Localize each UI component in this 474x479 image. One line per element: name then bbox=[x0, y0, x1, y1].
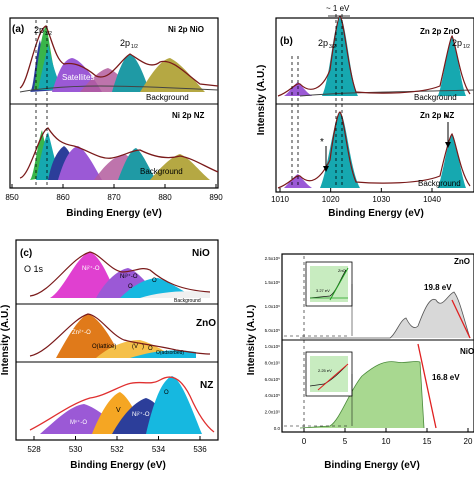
panel-b-x-tick-label: 1040 bbox=[423, 195, 441, 204]
panel-a-x-tick-label: 870 bbox=[107, 193, 121, 202]
panel-b-star-right: * bbox=[444, 113, 448, 124]
panel-b-shift-label: ~ 1 eV bbox=[326, 4, 350, 13]
panel-c-zno-peak-2: O(lattice) bbox=[92, 344, 116, 350]
panel-c-nio-peak-2: Ni³⁺-O bbox=[120, 273, 138, 280]
panel-a-bottom-title: Ni 2p NZ bbox=[172, 111, 205, 120]
panel-c-label: (c) bbox=[20, 248, 32, 259]
panel-c-o1s: O 1s bbox=[24, 264, 44, 274]
panel-a-peak-32: 2p bbox=[34, 25, 44, 35]
panel-a-peak-12-sub: 1/2 bbox=[131, 44, 138, 50]
panel-c-zno-peak-6: O(adsorbed) bbox=[156, 350, 184, 356]
panel-c-x-tick-label: 534 bbox=[152, 445, 166, 454]
panel-c-nz-peak-3: Ni²⁺-O bbox=[132, 411, 150, 418]
panel-d-x-tick-label: 20 bbox=[464, 437, 473, 446]
panel-a-background-top: Background bbox=[146, 93, 189, 102]
panel-b-x-tick-label: 1020 bbox=[322, 195, 340, 204]
panel-c-mid-title: ZnO bbox=[196, 318, 216, 329]
panel-d: 3.27 eV ZnO 2.25 eV ZnO 19.8 eV NiO 16.8… bbox=[246, 253, 474, 471]
panel-a-x-tick-label: 890 bbox=[209, 193, 223, 202]
panel-d-y-tick-label: 2.0x10⁵ bbox=[265, 410, 281, 415]
panel-d-nio-label: NiO bbox=[460, 347, 474, 356]
panel-d-x-tick-label: 15 bbox=[423, 437, 432, 446]
panel-d-y-tick-label: 4.0x10⁵ bbox=[265, 393, 281, 398]
panel-d-x-tick-label: 10 bbox=[382, 437, 391, 446]
panel-d-y-tick-label: 0.0 bbox=[274, 426, 281, 431]
panel-c-x-tick-label: 536 bbox=[193, 445, 207, 454]
panel-d-y-tick-label: 1.0x10⁶ bbox=[265, 344, 281, 349]
panel-c-nz-peak-4: O bbox=[164, 390, 169, 396]
panel-b-top-title: Zn 2p ZnO bbox=[420, 27, 460, 36]
panel-b-x-ticks: 1010 1020 1030 1040 bbox=[271, 188, 441, 204]
panel-c-nz-peak-2: V bbox=[116, 407, 121, 414]
panel-c-x-tick-label: 528 bbox=[27, 445, 41, 454]
panel-c-zno-peak-1: Zn²⁺-O bbox=[72, 329, 91, 336]
panel-d-nio-cutoff: 16.8 eV bbox=[432, 373, 460, 382]
panel-d-xlabel: Binding Energy (eV) bbox=[324, 460, 420, 471]
panel-c-bottom-title: NZ bbox=[200, 380, 213, 391]
panel-c-ylabel: Intensity (A.U.) bbox=[0, 305, 11, 376]
panel-d-y-tick-label: 5.0x10⁵ bbox=[265, 328, 281, 333]
panel-a-x-tick-label: 850 bbox=[5, 193, 19, 202]
panel-d-inset-top-label: 3.27 eV bbox=[316, 288, 330, 293]
panel-a: (a) 2p 3/2 2p 1/2 Ni 2p NiO Satellites B… bbox=[5, 17, 223, 219]
panel-d-y-ticks: 2.5x10⁶ 1.5x10⁶ 1.0x10⁶ 5.0x10⁵ 1.0x10⁶ 8.0x1… bbox=[265, 256, 281, 431]
panel-b-peak-32: 2p bbox=[318, 38, 328, 48]
panel-d-y-tick-label: 2.5x10⁶ bbox=[265, 256, 281, 261]
panel-d-y-tick-label: 1.0x10⁶ bbox=[265, 304, 281, 309]
panel-b-peak-12-sub: 1/2 bbox=[463, 44, 470, 50]
panel-b-x-tick-label: 1030 bbox=[372, 195, 390, 204]
panel-d-x-tick-label: 5 bbox=[343, 437, 348, 446]
panel-a-satellite-label: Satellites bbox=[62, 73, 94, 82]
panel-d-x-tick-label: 0 bbox=[302, 437, 307, 446]
panel-d-y-tick-label: 6.0x10⁵ bbox=[265, 377, 281, 382]
panel-c-zno-peak-5: O bbox=[148, 346, 153, 352]
panel-b-star-left: * bbox=[320, 137, 324, 148]
panel-d-zno-cutoff: 19.8 eV bbox=[424, 283, 452, 292]
panel-b-ylabel: Intensity (A.U.) bbox=[256, 65, 267, 136]
panel-b-xlabel: Binding Energy (eV) bbox=[328, 208, 424, 219]
panel-c-nio-peak-4: O bbox=[152, 278, 157, 284]
panel-c-background: Background bbox=[174, 298, 201, 304]
panel-b-x-tick-label: 1010 bbox=[271, 195, 289, 204]
panel-d-ylabel: Intensity (A.U.) bbox=[246, 305, 257, 376]
panel-a-xlabel: Binding Energy (eV) bbox=[66, 208, 162, 219]
panel-a-background-bottom: Background bbox=[140, 167, 183, 176]
panel-c-nio-peak-3: O bbox=[128, 284, 133, 290]
panel-c-nz-peak-1: Mⁿ⁺-O bbox=[70, 419, 87, 426]
panel-c-x-ticks: 528 530 532 534 536 bbox=[27, 436, 207, 454]
panel-b-label: (b) bbox=[280, 36, 293, 47]
panel-b-bottom-title: Zn 2p NZ bbox=[420, 111, 454, 120]
panel-b-peak-12: 2p bbox=[452, 38, 462, 48]
panel-c-top-title: NiO bbox=[192, 248, 210, 259]
panel-a-label: (a) bbox=[12, 24, 24, 35]
panel-a-x-tick-label: 880 bbox=[158, 193, 172, 202]
panel-c-zno-peak-3: (V bbox=[132, 344, 138, 350]
panel-d-x-ticks: 0 5 10 15 20 bbox=[302, 428, 473, 446]
panel-d-y-tick-label: 8.0x10⁵ bbox=[265, 360, 281, 365]
panel-b-peak-32-sub: 3/2 bbox=[329, 44, 336, 50]
panel-b-background-bottom: Background bbox=[418, 179, 461, 188]
panel-d-inset-top-tag: ZnO bbox=[338, 268, 346, 273]
panel-a-peak-12: 2p bbox=[120, 38, 130, 48]
panel-c-x-tick-label: 530 bbox=[69, 445, 83, 454]
panel-d-y-tick-label: 1.5x10⁶ bbox=[265, 280, 281, 285]
panel-a-x-ticks: 850 860 870 880 890 bbox=[5, 184, 223, 202]
panel-c-zno-peak-4: ) bbox=[142, 344, 144, 350]
panel-d-zno-label: ZnO bbox=[454, 257, 470, 266]
panel-d-inset-bottom-label: 2.25 eV bbox=[318, 368, 332, 373]
panel-c-x-tick-label: 532 bbox=[110, 445, 124, 454]
panel-b: (b) ~ 1 eV 2p 3/2 2p 1/2 Zn 2p ZnO Backg… bbox=[256, 4, 474, 219]
panel-a-peak-32-sub: 3/2 bbox=[45, 31, 52, 37]
panel-a-top-title: Ni 2p NiO bbox=[168, 25, 204, 34]
panel-a-x-tick-label: 860 bbox=[56, 193, 70, 202]
panel-c-xlabel: Binding Energy (eV) bbox=[70, 460, 166, 471]
panel-c-nio-peak-1: Ni²⁺-O bbox=[82, 265, 100, 272]
panel-c: (c) O 1s NiO ZnO NZ Background Ni²⁺-O Ni… bbox=[0, 239, 219, 471]
panel-b-background-top: Background bbox=[414, 93, 457, 102]
